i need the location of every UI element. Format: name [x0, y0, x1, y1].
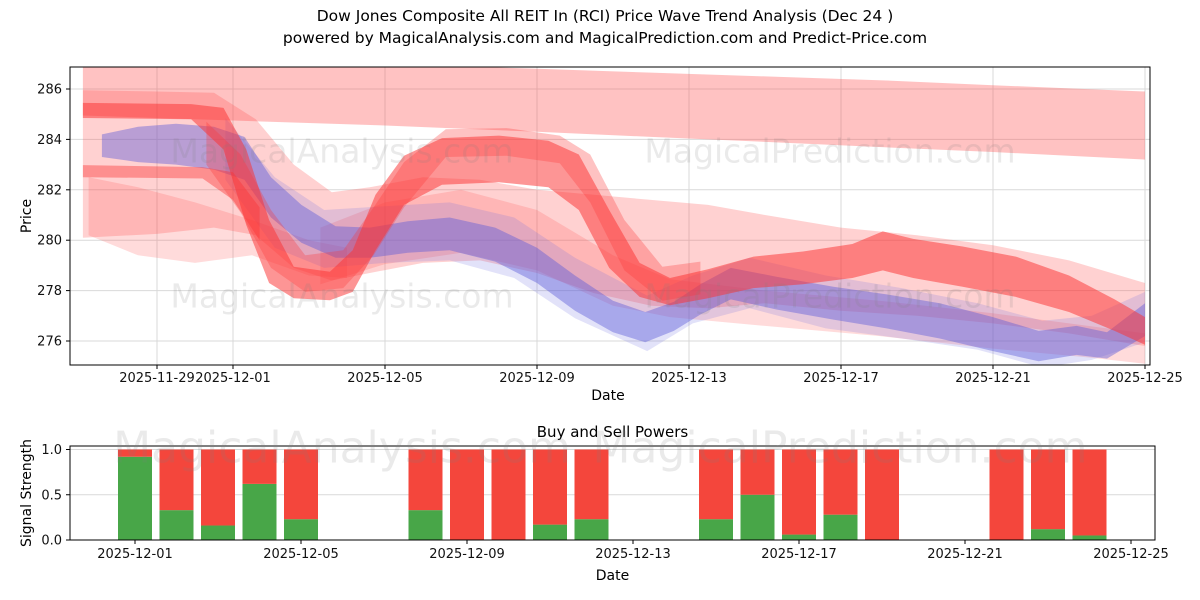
buy-bar-segment	[159, 510, 194, 540]
sell-bar-segment	[408, 449, 443, 511]
buy-bar-segment	[408, 510, 443, 540]
sell-bar-segment	[1031, 449, 1065, 530]
x-tick-label: 2025-12-01	[195, 371, 271, 386]
sell-bar-segment	[118, 449, 152, 457]
sell-bar-segment	[201, 449, 235, 526]
price-wave-chart: 2025-11-29 2025-12-01 2025-12-05 2025-12-09…	[37, 66, 1183, 386]
buy-sell-chart: 2025-12-01 2025-12-05 2025-12-09 2025-12-13…	[41, 443, 1168, 562]
sell-bar-segment	[450, 449, 484, 540]
sell-bar-segment	[1072, 449, 1107, 536]
y-tick-label: 284	[37, 133, 62, 148]
buy-bar-segment	[201, 525, 235, 540]
forecast-top-band	[82, 67, 1145, 160]
sell-bar-segment	[782, 449, 816, 535]
sell-bar-segment	[740, 449, 775, 495]
x-tick-label: 2025-12-25	[1107, 371, 1183, 386]
broad-envelope-band	[82, 90, 1145, 346]
buy-bar-segment	[823, 514, 858, 540]
buy-bar-segment	[284, 519, 318, 540]
top-date-axis-label: Date	[591, 388, 625, 404]
y-tick-label: 280	[37, 234, 62, 249]
x-tick-label: 2025-12-17	[803, 371, 879, 386]
buy-bar-segment	[1031, 529, 1065, 540]
stripe-283-band	[82, 165, 260, 241]
price-axis-label: Price	[19, 198, 35, 234]
buy-bar-segment	[533, 524, 567, 540]
x-tick-label: 2025-12-17	[761, 547, 837, 562]
y-tick-label: 0.0	[41, 534, 62, 549]
sell-bar-segment	[242, 449, 277, 484]
x-tick-label: 2025-12-09	[429, 547, 505, 562]
x-tick-label: 2025-12-21	[955, 371, 1031, 386]
y-tick-label: 1.0	[41, 443, 62, 458]
y-tick-label: 278	[37, 284, 62, 299]
sell-bar-segment	[574, 449, 609, 520]
x-tick-label: 2025-11-29	[119, 371, 195, 386]
x-tick-label: 2025-12-05	[263, 547, 339, 562]
sell-bar-segment	[823, 449, 858, 515]
bottom-date-axis-label: Date	[595, 568, 630, 584]
blue-main-band	[101, 123, 1145, 362]
y-tick-label: 286	[37, 83, 62, 98]
y-tick-label: 0.5	[41, 488, 62, 503]
x-tick-label: 2025-12-13	[651, 371, 727, 386]
buy-bar-segment	[242, 483, 277, 540]
x-tick-label: 2025-12-09	[499, 371, 575, 386]
wave-bands	[82, 67, 1145, 365]
buy-bar-segment	[118, 456, 152, 540]
buy-bar-segment	[699, 519, 733, 540]
top-plot-border	[69, 66, 1151, 366]
sell-bar-segment	[533, 449, 567, 525]
sell-bar-segment	[491, 449, 526, 540]
sell-bar-segment	[159, 449, 194, 511]
buy-bar-segment	[740, 494, 775, 540]
x-tick-label: 2025-12-21	[927, 547, 1003, 562]
x-tick-label: 2025-12-01	[97, 547, 173, 562]
buy-bar-segment	[574, 519, 609, 540]
x-tick-label: 2025-12-13	[595, 547, 671, 562]
sell-bar-segment	[989, 449, 1024, 540]
x-tick-label: 2025-12-05	[347, 371, 423, 386]
main-core-band	[82, 102, 1145, 345]
x-tick-label: 2025-12-25	[1093, 547, 1169, 562]
y-tick-label: 282	[37, 183, 62, 198]
chart-subtitle: powered by MagicalAnalysis.com and Magic…	[282, 29, 928, 47]
buy-bar-segment	[1072, 535, 1107, 540]
buy-bar-segment	[782, 534, 816, 540]
chart-title: Dow Jones Composite All REIT In (RCI) Pr…	[316, 7, 894, 25]
sell-bar-segment	[699, 449, 733, 520]
bottom-chart-title: Buy and Sell Powers	[536, 423, 689, 441]
pale-under-band	[320, 189, 1145, 364]
blue-pale-band	[225, 118, 1145, 365]
signal-strength-axis-label: Signal Strength	[19, 438, 35, 548]
sell-bar-segment	[284, 449, 318, 520]
bottom-plot-border	[69, 445, 1156, 541]
sell-bar-segment	[865, 449, 899, 540]
y-tick-label: 276	[37, 335, 62, 350]
